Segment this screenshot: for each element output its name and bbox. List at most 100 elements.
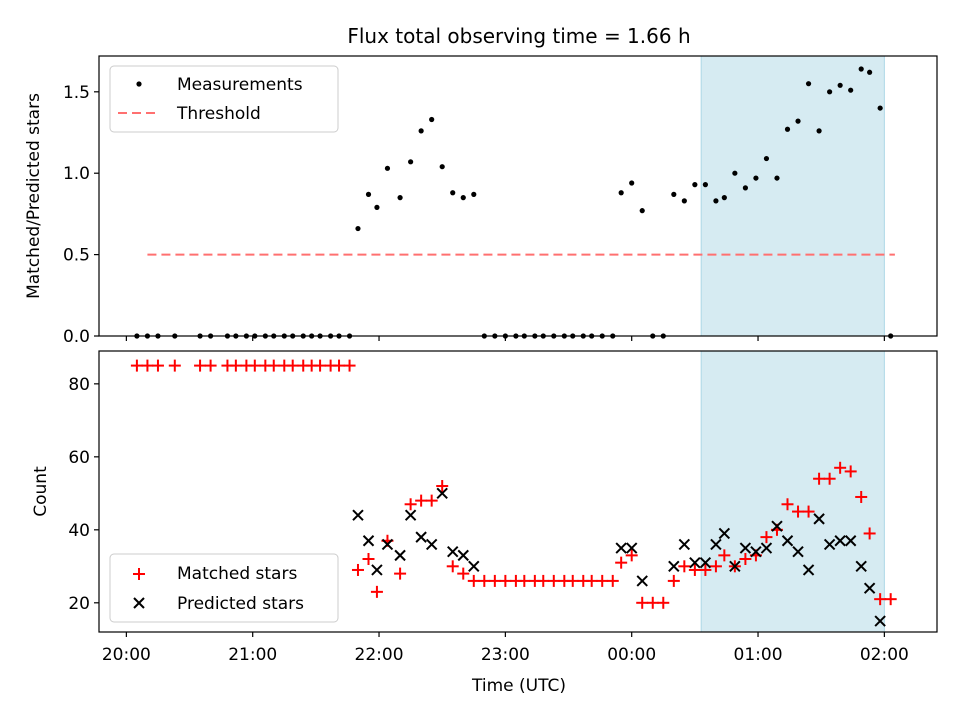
measurement-point [429, 116, 435, 123]
top-highlight-region [700, 55, 885, 337]
measurement-point [629, 180, 635, 186]
matched-star-point [141, 359, 154, 372]
top-y-ticks: 0.0 0.5 1.0 1.5 [63, 83, 99, 347]
matched-star-point [646, 596, 659, 609]
x-tick-label: 00:00 [607, 645, 656, 665]
matched-star-point [394, 567, 407, 580]
matched-star-point [802, 505, 815, 518]
predicted-star-point [781, 535, 794, 547]
matched-star-point [585, 574, 598, 587]
bottom-panel: 20 40 60 80 20:00 21:00 22:00 23:00 00:00 01:00 0… [31, 350, 938, 665]
measurement-point [732, 170, 738, 176]
measurement-point [753, 175, 759, 181]
measurement-point [784, 126, 791, 132]
measurement-point [471, 191, 477, 197]
measurement-point [713, 198, 719, 204]
matched-star-point [699, 563, 712, 576]
matched-star-point [130, 359, 143, 372]
measurement-point [774, 175, 780, 181]
matched-star-point [709, 560, 722, 573]
matched-star-point [204, 359, 217, 372]
top-axes-frame [98, 55, 938, 337]
matched-star-point [467, 574, 480, 587]
y-tick-label: 1.0 [63, 164, 90, 184]
predicted-star-point [636, 575, 648, 587]
measurement-point [867, 69, 873, 75]
x-tick-label: 21:00 [228, 645, 277, 665]
matched-star-point [792, 505, 805, 518]
matched-star-point [248, 359, 261, 372]
predicted-star-point [447, 546, 459, 558]
predicted-star-point [468, 560, 480, 573]
top-measurement-points [134, 66, 894, 339]
matched-star-point [884, 593, 897, 606]
measurement-point [681, 198, 687, 204]
matched-star-point [333, 359, 346, 372]
predicted-star-point [362, 535, 375, 547]
matched-star-point [823, 472, 836, 485]
predicted-star-point [699, 556, 712, 569]
x-tick-label: 20:00 [102, 645, 151, 665]
matched-star-point [446, 560, 459, 573]
matched-star-point [478, 574, 491, 587]
matched-star-point [739, 553, 752, 566]
top-legend: Measurements Threshold [109, 65, 339, 133]
y-tick-label: 80 [68, 375, 90, 395]
legend-predicted-marker [133, 597, 145, 609]
matched-star-point [547, 574, 560, 587]
matched-star-point [286, 359, 299, 372]
bottom-y-ticks: 20 40 60 80 [68, 375, 99, 614]
matched-star-point [636, 596, 649, 609]
measurement-point [805, 81, 812, 87]
x-tick-label: 22:00 [355, 645, 404, 665]
measurement-point [858, 66, 864, 72]
predicted-star-point [718, 527, 731, 540]
matched-star-point [566, 574, 579, 587]
matched-star-point [436, 480, 449, 493]
measurement-point [639, 208, 645, 214]
measurement-point [671, 191, 677, 197]
legend-matched-label: Matched stars [177, 564, 297, 584]
y-tick-label: 0.5 [63, 246, 90, 266]
y-tick-label: 0.0 [63, 327, 90, 347]
matched-star-point [404, 498, 417, 511]
measurement-point [365, 191, 372, 197]
measurement-point [355, 225, 361, 232]
matched-star-point [343, 359, 356, 372]
matched-star-point [229, 359, 242, 372]
matched-star-point [267, 359, 280, 372]
predicted-star-point [436, 487, 448, 500]
measurement-point [827, 89, 833, 95]
measurement-point [460, 195, 466, 201]
predicted-star-point [352, 509, 364, 521]
figure-title: Flux total observing time = 1.66 h [347, 24, 690, 48]
matched-star-point [362, 553, 375, 566]
predicted-star-point [834, 535, 846, 547]
predicted-star-point [750, 546, 762, 558]
predicted-star-point [771, 520, 783, 532]
top-panel: 0.0 0.5 1.0 1.5 Matched/Predicted stars Mea… [24, 55, 938, 347]
predicted-star-point [457, 549, 469, 562]
predicted-star-point [668, 560, 680, 573]
measurement-point [692, 182, 698, 188]
matched-star-point [499, 574, 512, 587]
measurement-point [618, 190, 624, 196]
predicted-star-point [394, 549, 406, 562]
matched-star-point [370, 585, 383, 598]
predicted-star-point [415, 531, 427, 543]
top-y-axis-label: Matched/Predicted stars [24, 93, 44, 299]
measurement-point [816, 128, 822, 134]
top-x-ticks [125, 336, 885, 341]
predicted-star-point [792, 546, 804, 558]
measurement-point [795, 118, 801, 124]
matched-star-point [718, 549, 731, 562]
measurement-point [408, 159, 414, 165]
predicted-star-point [813, 513, 825, 525]
measurement-point [384, 165, 391, 171]
predicted-star-point [625, 542, 638, 554]
matched-star-point [457, 567, 470, 580]
matched-star-point [844, 465, 857, 478]
matched-star-point [855, 490, 868, 503]
measurement-point [877, 105, 883, 111]
